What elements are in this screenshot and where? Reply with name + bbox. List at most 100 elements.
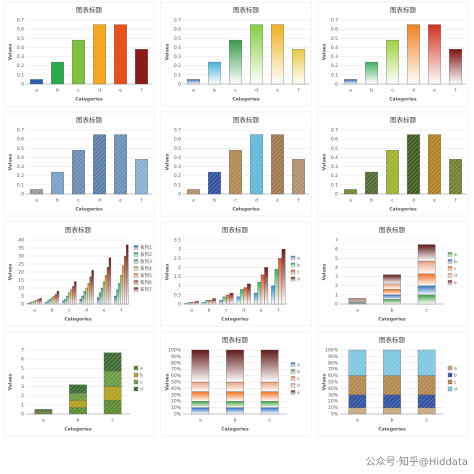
x-tick-label: c — [268, 419, 271, 424]
legend-swatch — [290, 276, 296, 282]
x-tick-label: b — [51, 308, 54, 314]
bar-segment — [383, 283, 401, 290]
x-tick-label: f — [298, 198, 300, 204]
x-axis-title: Categories — [232, 207, 260, 213]
bar — [135, 49, 148, 85]
legend-swatch — [290, 262, 296, 268]
y-tick-label: 4 — [335, 265, 338, 271]
x-tick-label: c — [425, 309, 428, 314]
y-tick-label: 80% — [171, 360, 182, 366]
legend-swatch — [133, 259, 139, 264]
bar-segment — [103, 386, 122, 401]
y-tick-label: 0.1 — [331, 72, 338, 78]
bar — [365, 61, 378, 85]
bar — [33, 300, 36, 305]
y-tick-label: 0.3 — [17, 164, 24, 170]
y-axis-title: Values — [8, 153, 14, 170]
bar — [116, 289, 119, 305]
y-tick-label: 10 — [18, 286, 24, 292]
bar — [120, 275, 123, 305]
legend-swatch — [133, 386, 139, 392]
y-tick-label: 2 — [21, 393, 24, 399]
legend-swatch — [133, 266, 139, 271]
legend-swatch — [447, 365, 453, 371]
x-tick-label: a — [35, 89, 38, 94]
legend-swatch — [447, 379, 453, 385]
x-tick-label: a — [192, 199, 195, 204]
x-tick-label: a — [356, 309, 359, 314]
legend-label: d — [454, 387, 457, 393]
x-axis-title: Categories — [221, 317, 249, 323]
x-tick-label: b — [370, 88, 373, 94]
bar — [271, 285, 276, 305]
legend-swatch — [290, 255, 296, 261]
bar-segment — [103, 352, 122, 372]
bar — [108, 257, 112, 305]
bar — [37, 299, 40, 305]
bar-segment — [260, 407, 279, 415]
legend-swatch — [290, 362, 296, 367]
bar-segment — [226, 391, 244, 402]
bar — [51, 171, 64, 195]
y-tick-label: 0.7 — [331, 18, 338, 24]
bar — [236, 296, 241, 305]
bar — [66, 295, 69, 305]
bar — [208, 61, 221, 85]
chart-panel — [3, 221, 155, 327]
y-tick-label: 0.5 — [17, 146, 24, 152]
y-tick-label: 5 — [335, 256, 338, 262]
bar — [386, 149, 399, 195]
chart-title: 图表标题 — [222, 225, 249, 234]
y-tick-label: 0.3 — [331, 164, 338, 170]
y-tick-label: 1.5 — [174, 274, 181, 280]
y-tick-label: 0 — [335, 302, 338, 308]
x-tick-label: f — [298, 88, 300, 94]
legend-label: 系列5 — [140, 272, 152, 279]
y-axis-title: Values — [165, 263, 171, 280]
y-tick-label: 0.2 — [331, 173, 338, 179]
y-tick-label: 40% — [171, 386, 182, 392]
y-tick-label: 0.4 — [331, 45, 338, 51]
y-tick-label: 1 — [335, 292, 338, 298]
bar-segment — [226, 381, 244, 392]
bar-segment — [417, 294, 436, 305]
y-tick-label: 0.3 — [331, 54, 338, 60]
chart-title: 图表标题 — [76, 5, 103, 14]
bar — [39, 298, 42, 305]
bar — [52, 295, 56, 305]
y-tick-label: 0.5 — [331, 146, 338, 152]
y-tick-label: 0 — [21, 192, 24, 198]
bar — [124, 255, 127, 305]
bar-segment — [417, 244, 436, 262]
y-tick-label: 0.6 — [17, 27, 24, 33]
bar-segment — [348, 298, 367, 301]
bar — [407, 24, 420, 85]
bar-segment — [348, 375, 367, 395]
y-tick-label: 20 — [18, 270, 24, 276]
y-tick-label: 0.1 — [331, 182, 338, 188]
y-tick-label: 50% — [328, 380, 339, 386]
bar — [281, 248, 286, 305]
y-tick-label: 0 — [178, 302, 181, 308]
bar-segment — [260, 391, 279, 402]
legend-label: b — [297, 263, 300, 269]
bar — [87, 283, 90, 305]
bar-segment — [417, 273, 436, 286]
y-axis-title: Values — [165, 373, 171, 390]
bar — [27, 303, 30, 305]
x-tick-label: d — [85, 308, 88, 314]
y-tick-label: 0.5 — [331, 36, 338, 42]
y-tick-label: 3 — [335, 274, 338, 280]
legend-label: 系列7 — [140, 286, 152, 293]
bar — [35, 299, 38, 305]
x-tick-label: c — [225, 309, 228, 314]
bar-segment — [69, 392, 87, 401]
chart-title: 图表标题 — [233, 115, 260, 124]
y-axis-title: Values — [322, 153, 328, 170]
legend-swatch — [447, 252, 453, 257]
legend-label: 系列6 — [140, 279, 152, 286]
bar — [205, 300, 210, 305]
bar — [126, 244, 129, 305]
y-axis-title: Values — [165, 153, 171, 170]
